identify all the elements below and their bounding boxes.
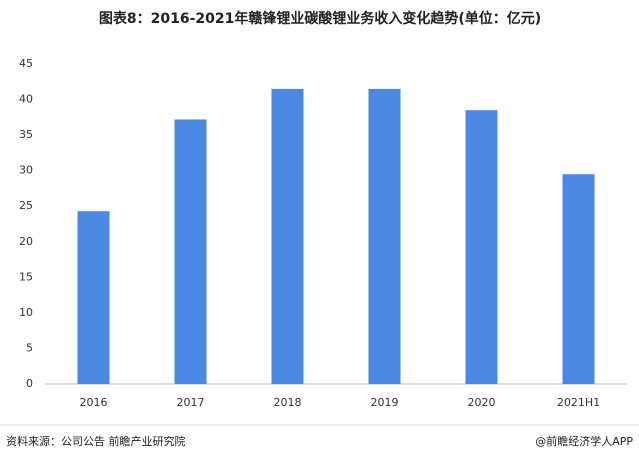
y-tick-label: 0	[26, 377, 33, 390]
y-tick-label: 20	[19, 235, 33, 248]
chart-title: 图表8：2016-2021年赣锋锂业碳酸锂业务收入变化趋势(单位：亿元)	[99, 10, 541, 27]
x-tick-label: 2018	[274, 396, 302, 409]
bar	[174, 119, 207, 384]
x-tick-label: 2016	[80, 396, 108, 409]
x-tick-label: 2019	[371, 396, 399, 409]
y-tick-label: 5	[26, 341, 33, 354]
y-tick-label: 30	[19, 164, 33, 177]
footer-credit: @前瞻经济学人APP	[535, 434, 633, 448]
x-tick-label: 2020	[468, 396, 496, 409]
bar	[562, 174, 595, 384]
x-tick-label: 2017	[177, 396, 205, 409]
footer-source: 资料来源：公司公告 前瞻产业研究院	[6, 434, 186, 448]
x-tick-label: 2021H1	[557, 396, 600, 409]
bar	[77, 211, 110, 384]
y-tick-label: 15	[19, 270, 33, 283]
bar	[271, 88, 304, 384]
y-tick-label: 10	[19, 306, 33, 319]
y-tick-label: 35	[19, 128, 33, 141]
bar	[465, 110, 498, 384]
y-tick-label: 25	[19, 199, 33, 212]
bar	[368, 88, 401, 384]
y-tick-label: 45	[19, 57, 33, 70]
y-tick-label: 40	[19, 93, 33, 106]
